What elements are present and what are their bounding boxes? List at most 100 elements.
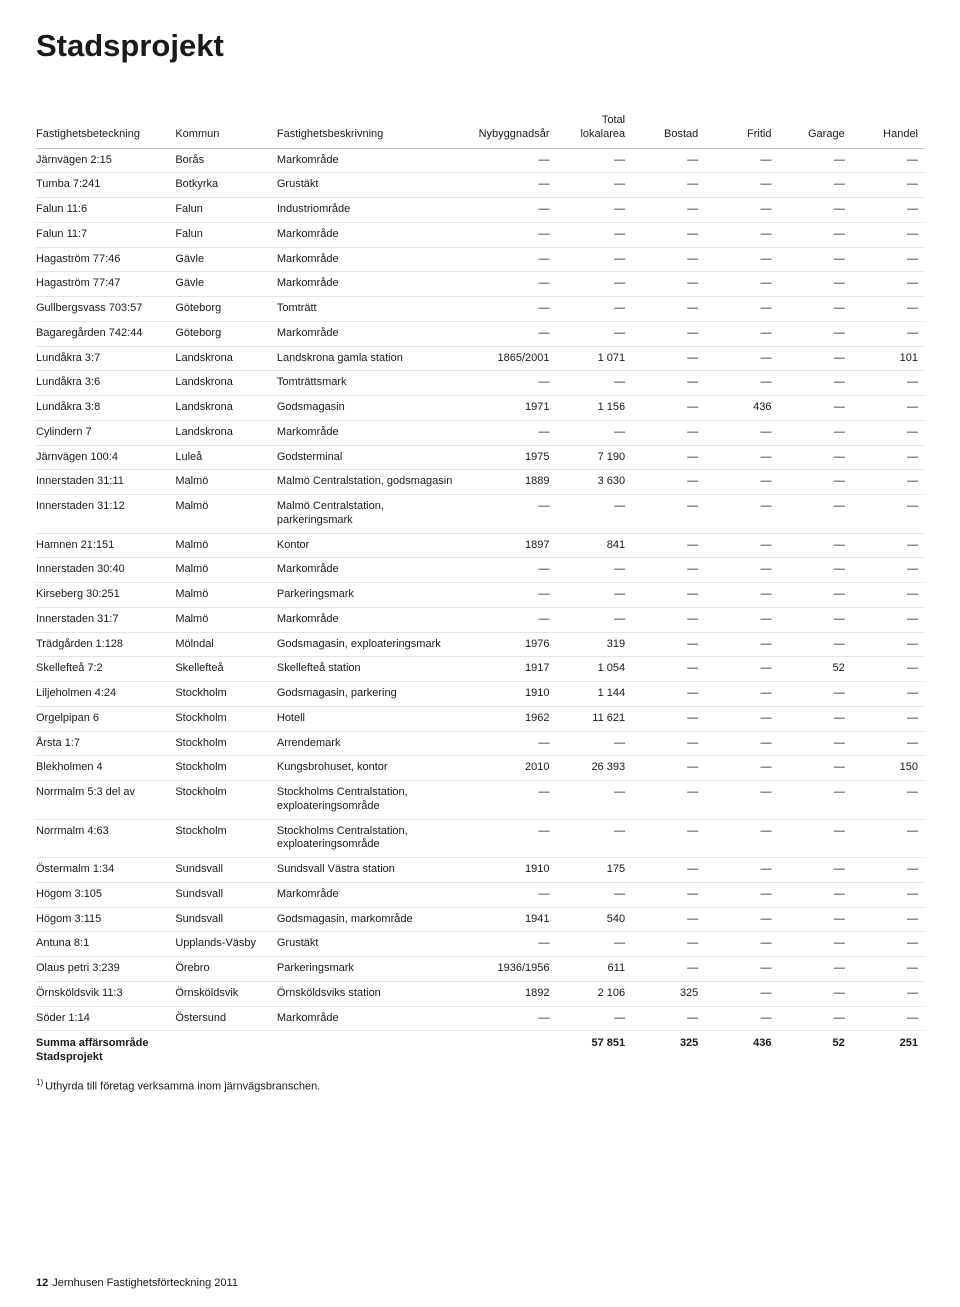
table-cell: Godsmagasin, exploateringsmark bbox=[277, 632, 466, 657]
table-cell: 611 bbox=[556, 957, 632, 982]
table-cell: Sundsvall Västra station bbox=[277, 858, 466, 883]
table-cell: — bbox=[466, 781, 556, 820]
table-cell: — bbox=[778, 706, 851, 731]
table-cell: — bbox=[556, 420, 632, 445]
table-cell: — bbox=[851, 173, 924, 198]
table-cell: — bbox=[704, 882, 777, 907]
table-cell: Grustäkt bbox=[277, 173, 466, 198]
table-cell: — bbox=[466, 495, 556, 534]
table-cell: 540 bbox=[556, 907, 632, 932]
table-cell: — bbox=[704, 819, 777, 858]
table-row: Cylindern 7LandskronaMarkområde—————— bbox=[36, 420, 924, 445]
table-cell: — bbox=[851, 657, 924, 682]
table-cell: — bbox=[556, 173, 632, 198]
table-cell: — bbox=[466, 1006, 556, 1031]
table-cell: Örnsköldsvik bbox=[175, 981, 277, 1006]
table-cell: Malmö Centralstation, parkeringsmark bbox=[277, 495, 466, 534]
table-cell: Kontor bbox=[277, 533, 466, 558]
table-row: Innerstaden 31:12MalmöMalmö Centralstati… bbox=[36, 495, 924, 534]
table-row: Högom 3:115SundsvallGodsmagasin, markomr… bbox=[36, 907, 924, 932]
table-cell: 1941 bbox=[466, 907, 556, 932]
table-cell: — bbox=[704, 371, 777, 396]
table-cell: — bbox=[631, 583, 704, 608]
table-cell: — bbox=[466, 371, 556, 396]
table-cell: — bbox=[778, 907, 851, 932]
table-cell: — bbox=[851, 148, 924, 173]
table-row: Järnvägen 2:15BoråsMarkområde—————— bbox=[36, 148, 924, 173]
table-cell: 2010 bbox=[466, 756, 556, 781]
table-cell: 3 630 bbox=[556, 470, 632, 495]
table-cell: Orgelpipan 6 bbox=[36, 706, 175, 731]
table-cell: — bbox=[631, 420, 704, 445]
table-cell: Markområde bbox=[277, 247, 466, 272]
table-cell: — bbox=[778, 957, 851, 982]
table-cell: — bbox=[466, 297, 556, 322]
table-cell: — bbox=[704, 907, 777, 932]
table-cell: 7 190 bbox=[556, 445, 632, 470]
table-cell: Innerstaden 30:40 bbox=[36, 558, 175, 583]
table-cell: Industriområde bbox=[277, 198, 466, 223]
table-cell: — bbox=[556, 321, 632, 346]
table-cell: 1917 bbox=[466, 657, 556, 682]
table-cell: 1962 bbox=[466, 706, 556, 731]
table-row: Norrmalm 5:3 del avStockholmStockholms C… bbox=[36, 781, 924, 820]
table-cell: — bbox=[704, 272, 777, 297]
table-cell: — bbox=[851, 632, 924, 657]
table-cell: — bbox=[704, 756, 777, 781]
table-cell: — bbox=[556, 731, 632, 756]
summary-cell: 325 bbox=[631, 1031, 704, 1070]
table-cell: — bbox=[704, 247, 777, 272]
table-cell: — bbox=[851, 272, 924, 297]
table-cell: Norrmalm 4:63 bbox=[36, 819, 175, 858]
table-cell: — bbox=[556, 607, 632, 632]
table-cell: — bbox=[466, 583, 556, 608]
table-cell: — bbox=[631, 1006, 704, 1031]
table-cell: Innerstaden 31:7 bbox=[36, 607, 175, 632]
table-cell: 52 bbox=[778, 657, 851, 682]
table-cell: — bbox=[778, 781, 851, 820]
table-cell: — bbox=[778, 583, 851, 608]
table-cell: — bbox=[851, 731, 924, 756]
table-cell: 1 156 bbox=[556, 396, 632, 421]
table-cell: — bbox=[851, 819, 924, 858]
table-cell: — bbox=[466, 731, 556, 756]
table-cell: 319 bbox=[556, 632, 632, 657]
table-row: Årsta 1:7StockholmArrendemark—————— bbox=[36, 731, 924, 756]
column-header: Totallokalarea bbox=[556, 110, 632, 148]
table-cell: — bbox=[631, 371, 704, 396]
table-cell: — bbox=[851, 533, 924, 558]
table-cell: Landskrona bbox=[175, 346, 277, 371]
table-cell: — bbox=[851, 932, 924, 957]
table-cell: — bbox=[851, 297, 924, 322]
table-cell: 1910 bbox=[466, 682, 556, 707]
table-cell: Innerstaden 31:12 bbox=[36, 495, 175, 534]
table-cell: Markområde bbox=[277, 882, 466, 907]
table-cell: Söder 1:14 bbox=[36, 1006, 175, 1031]
table-cell: — bbox=[631, 396, 704, 421]
table-cell: Stockholm bbox=[175, 682, 277, 707]
table-cell: Markområde bbox=[277, 420, 466, 445]
table-cell: — bbox=[704, 858, 777, 883]
table-cell: — bbox=[631, 346, 704, 371]
table-cell: — bbox=[851, 981, 924, 1006]
table-cell: — bbox=[556, 781, 632, 820]
table-cell: — bbox=[704, 1006, 777, 1031]
table-cell: — bbox=[851, 222, 924, 247]
table-cell: Malmö bbox=[175, 495, 277, 534]
table-cell: Göteborg bbox=[175, 297, 277, 322]
table-cell: — bbox=[704, 607, 777, 632]
table-cell: — bbox=[704, 682, 777, 707]
table-cell: 1910 bbox=[466, 858, 556, 883]
table-row: Lundåkra 3:8LandskronaGodsmagasin19711 1… bbox=[36, 396, 924, 421]
table-cell: Lundåkra 3:8 bbox=[36, 396, 175, 421]
table-row: Skellefteå 7:2SkellefteåSkellefteå stati… bbox=[36, 657, 924, 682]
footnote-text: Uthyrda till företag verksamma inom järn… bbox=[45, 1080, 320, 1092]
table-cell: — bbox=[631, 445, 704, 470]
table-cell: Högom 3:105 bbox=[36, 882, 175, 907]
table-cell: Grustäkt bbox=[277, 932, 466, 957]
table-cell: — bbox=[704, 495, 777, 534]
table-cell: Årsta 1:7 bbox=[36, 731, 175, 756]
table-cell: — bbox=[851, 247, 924, 272]
table-cell: Örnsköldsvik 11:3 bbox=[36, 981, 175, 1006]
table-cell: Stockholms Centralstation, exploaterings… bbox=[277, 781, 466, 820]
